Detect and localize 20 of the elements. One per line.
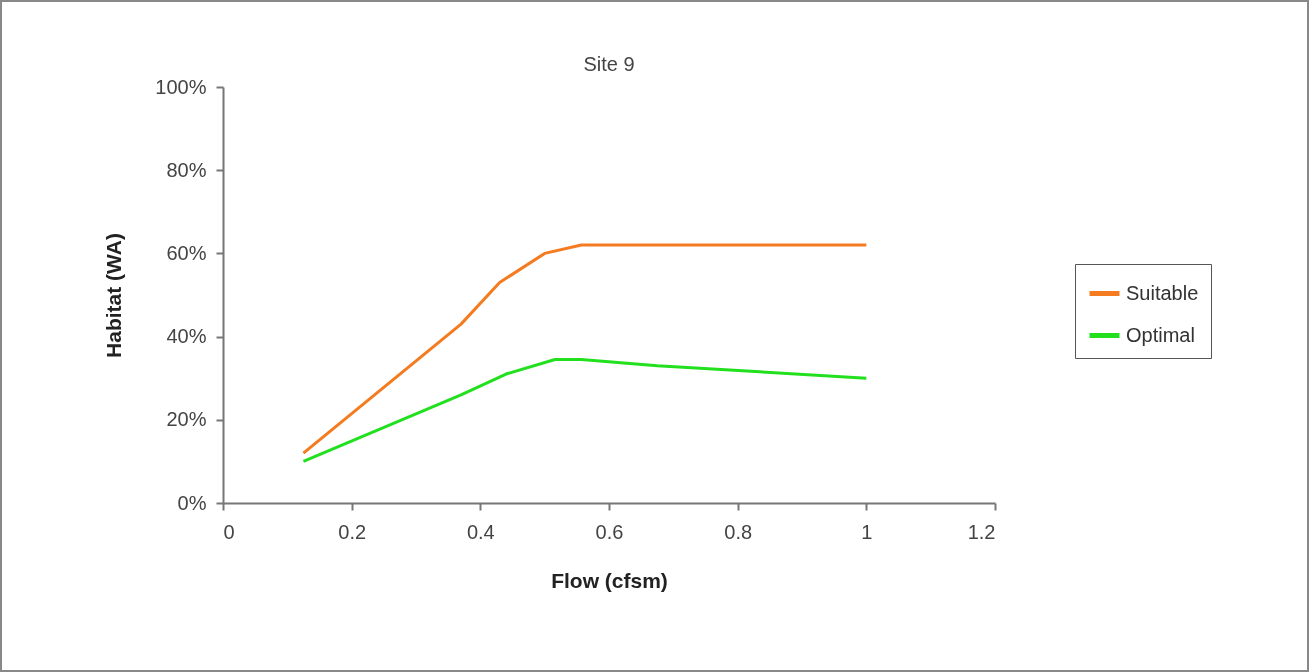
chart-title: Site 9 (583, 53, 635, 75)
y-tick-label: 60% (166, 241, 207, 264)
line-series (301, 243, 868, 455)
x-axis-title: Flow (cfsm) (551, 568, 668, 592)
legend-label: Optimal (1126, 323, 1195, 346)
y-tick-label: 80% (166, 158, 207, 181)
y-tick-label: 40% (166, 325, 207, 348)
y-tick-label: 20% (166, 408, 207, 431)
line-series (301, 357, 868, 463)
x-tick-label: 0.8 (724, 520, 753, 543)
legend-label: Suitable (1126, 281, 1199, 304)
x-tick-label: 0.2 (338, 520, 367, 543)
y-tick-label: 100% (155, 75, 207, 98)
x-tick-label: 1.2 (967, 520, 996, 543)
x-tick-label: 1 (861, 520, 873, 543)
y-tick-label: 0% (177, 491, 207, 514)
x-tick-label: 0.6 (595, 520, 624, 543)
x-tick-label: 0.4 (466, 520, 495, 543)
y-axis-title: Habitat (WA) (102, 233, 126, 358)
x-tick-label: 0 (223, 520, 235, 543)
